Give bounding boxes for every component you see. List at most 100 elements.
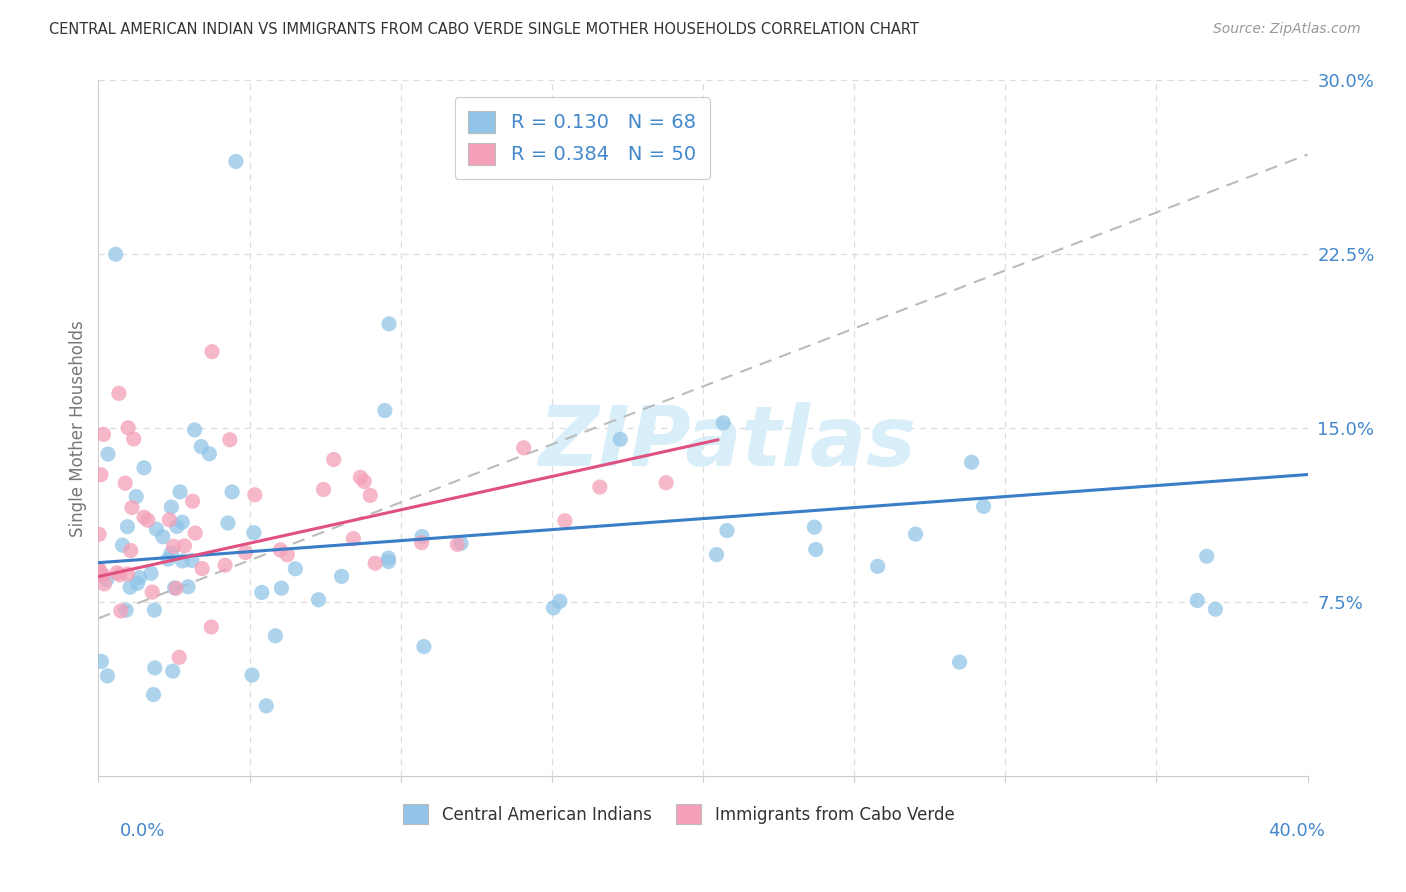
Point [411,530,433,544]
Point [804,542,827,557]
Point [240,668,263,682]
Point [221,484,243,499]
Point [105,566,128,580]
Point [190,440,212,454]
Point [90,467,112,482]
Point [173,539,195,553]
Point [716,524,738,538]
Point [104,247,127,261]
Point [167,650,190,665]
Point [548,594,571,608]
Point [201,344,224,359]
Point [377,555,399,569]
Point [276,548,298,562]
Point [117,519,139,533]
Point [181,494,204,508]
Point [349,470,371,484]
Point [125,490,148,504]
Point [117,567,139,582]
Point [108,386,131,401]
Point [378,317,401,331]
Point [111,538,134,552]
Point [114,476,136,491]
Point [1195,549,1218,564]
Point [1187,593,1209,607]
Point [110,604,132,618]
Point [108,567,131,582]
Point [122,432,145,446]
Point [93,577,115,591]
Point [411,535,433,549]
Point [152,530,174,544]
Point [803,520,825,534]
Point [706,548,728,562]
Point [198,447,221,461]
Point [218,433,240,447]
Point [181,553,204,567]
Point [87,561,110,575]
Point [217,516,239,530]
Point [90,654,112,668]
Point [543,601,565,615]
Point [948,655,970,669]
Point [270,581,292,595]
Point [139,566,162,581]
Point [374,403,396,417]
Point [353,475,375,489]
Point [132,510,155,524]
Point [172,515,194,529]
Point [377,551,399,566]
Point [90,567,112,582]
Point [141,585,163,599]
Point [128,571,150,585]
Point [160,546,183,560]
Point [264,629,287,643]
Point [330,569,353,583]
Point [250,585,273,599]
Point [655,475,678,490]
Point [866,559,889,574]
Point [169,484,191,499]
Point [87,527,110,541]
Point [142,688,165,702]
Point [120,543,142,558]
Point [165,582,187,596]
Point [1204,602,1226,616]
Text: ZIPatlas: ZIPatlas [538,401,917,483]
Point [359,488,381,502]
Point [166,519,188,533]
Point [904,527,927,541]
Point [172,554,194,568]
Point [145,522,167,536]
Point [163,581,186,595]
Point [120,580,142,594]
Point [91,567,114,582]
Point [89,563,111,577]
Point [160,500,183,514]
Point [97,447,120,461]
Point [115,603,138,617]
Point [157,513,180,527]
Point [177,580,200,594]
Point [183,423,205,437]
Point [157,552,180,566]
Point [589,480,612,494]
Point [312,483,335,497]
Point [446,537,468,551]
Text: 0.0%: 0.0% [120,822,165,840]
Point [284,562,307,576]
Point [136,513,159,527]
Point [512,441,534,455]
Point [121,500,143,515]
Text: 40.0%: 40.0% [1268,822,1324,840]
Text: CENTRAL AMERICAN INDIAN VS IMMIGRANTS FROM CABO VERDE SINGLE MOTHER HOUSEHOLDS C: CENTRAL AMERICAN INDIAN VS IMMIGRANTS FR… [49,22,920,37]
Legend: Central American Indians, Immigrants from Cabo Verde: Central American Indians, Immigrants fro… [396,797,962,830]
Point [143,603,166,617]
Text: Source: ZipAtlas.com: Source: ZipAtlas.com [1213,22,1361,37]
Point [364,556,387,570]
Point [162,540,184,554]
Point [554,514,576,528]
Point [132,460,155,475]
Point [269,543,291,558]
Point [342,532,364,546]
